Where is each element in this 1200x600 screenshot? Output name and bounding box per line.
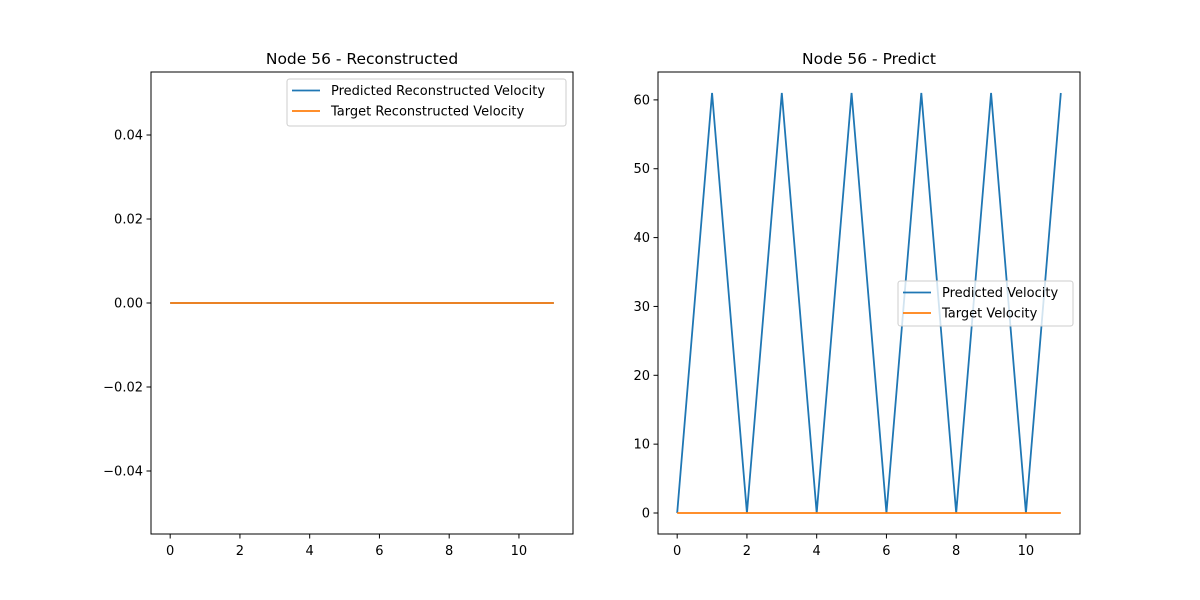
x-tick-label: 8 — [952, 544, 960, 559]
x-tick-label: 4 — [306, 544, 314, 559]
y-tick-label: −0.02 — [103, 381, 143, 396]
x-tick-label: 0 — [166, 544, 174, 559]
x-tick-label: 10 — [1018, 544, 1035, 559]
x-tick-label: 6 — [375, 544, 383, 559]
legend: Predicted Velocity Target Velocity — [897, 280, 1074, 327]
x-tick-label: 4 — [813, 544, 821, 559]
x-tick-label: 2 — [743, 544, 751, 559]
chart-2: 0 2 4 6 8 10 0 10 20 30 40 50 60 Node 56 - Predict Pre… — [633, 50, 1081, 559]
x-tick-label: 10 — [511, 544, 528, 559]
legend-label: Target Velocity — [941, 307, 1038, 322]
legend-label: Target Reconstructed Velocity — [330, 105, 525, 120]
legend-label: Predicted Reconstructed Velocity — [331, 84, 545, 99]
axes-frame — [657, 71, 1081, 535]
y-tick-label: 40 — [633, 231, 650, 246]
y-tick-label: 50 — [633, 162, 650, 177]
chart-1: 0 2 4 6 8 10 −0.04 −0.02 0.00 0.02 0.04 Node 56 - R… — [103, 50, 574, 559]
chart-title: Node 56 - Reconstructed — [266, 50, 458, 68]
y-tick-label: 20 — [633, 369, 650, 384]
legend-label: Predicted Velocity — [942, 286, 1058, 301]
legend: Predicted Reconstructed Velocity Target R… — [286, 78, 567, 127]
y-tick-label: −0.04 — [103, 465, 143, 480]
y-tick-label: 0 — [642, 507, 650, 522]
x-tick-label: 8 — [445, 544, 453, 559]
legend-box — [286, 78, 567, 127]
y-tick-label: 0.00 — [114, 297, 143, 312]
chart-title: Node 56 - Predict — [802, 50, 936, 68]
x-tick-label: 0 — [673, 544, 681, 559]
series-line-1 — [676, 92, 1062, 514]
y-tick-label: 10 — [633, 438, 650, 453]
x-tick-label: 6 — [882, 544, 890, 559]
x-tick-label: 2 — [236, 544, 244, 559]
y-tick-label: 60 — [633, 93, 650, 108]
y-tick-label: 0.04 — [114, 129, 143, 144]
y-tick-label: 30 — [633, 300, 650, 315]
y-tick-label: 0.02 — [114, 213, 143, 228]
legend-box — [897, 280, 1074, 327]
